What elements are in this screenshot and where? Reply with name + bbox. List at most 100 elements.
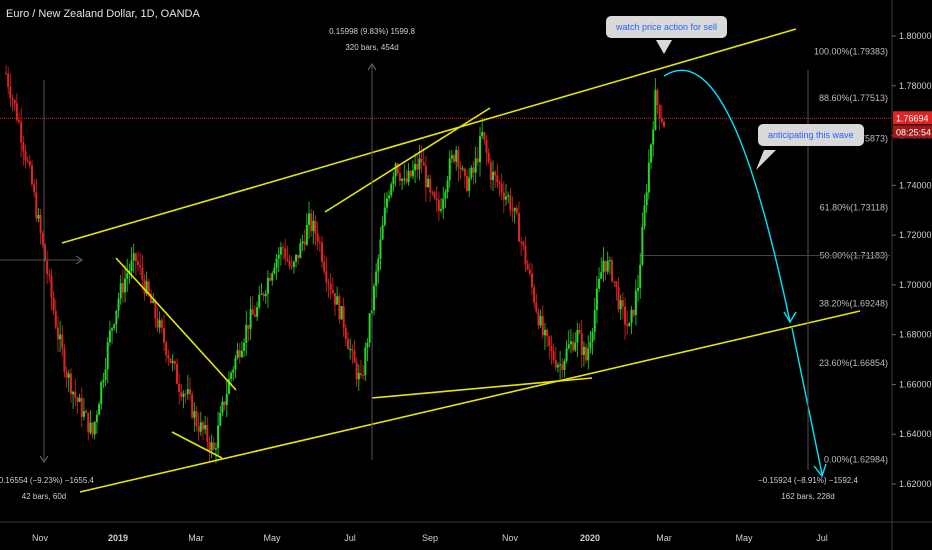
fib-level-label: 38.20%(1.69248) — [819, 299, 888, 309]
candle-body — [167, 355, 170, 359]
candle-body — [582, 346, 585, 356]
candle-body — [621, 300, 624, 307]
candle-body — [225, 393, 228, 406]
candle-body — [171, 360, 174, 363]
candle-body — [615, 281, 618, 288]
candle-body — [457, 150, 460, 168]
candle-body — [448, 158, 451, 181]
candle-body — [650, 144, 653, 163]
candle-body — [509, 195, 512, 211]
candle-body — [158, 320, 161, 328]
candle-body — [405, 178, 408, 183]
candle-body — [325, 271, 328, 283]
candle-body — [446, 180, 449, 193]
candle-body — [247, 325, 250, 329]
candle-body — [336, 296, 339, 305]
candle-body — [492, 171, 495, 181]
candle-body — [489, 162, 492, 181]
candle-body — [546, 329, 549, 337]
candle-body — [139, 265, 142, 268]
candle-body — [108, 330, 111, 343]
candle-body — [275, 258, 278, 268]
candle-body — [359, 373, 362, 376]
candle-body — [28, 161, 31, 166]
candle-body — [517, 213, 520, 242]
candle-body — [427, 178, 430, 188]
candle-body — [474, 158, 477, 173]
last-price-label: 1.76694 — [896, 113, 929, 123]
callout-wave-tail — [756, 150, 776, 170]
countdown-badge — [893, 125, 932, 139]
candle-body — [249, 309, 252, 329]
candle-body — [56, 327, 59, 340]
candle-body — [331, 290, 334, 294]
candle-body — [17, 120, 20, 122]
candle-body — [314, 220, 317, 234]
candle-body — [30, 165, 33, 185]
candle-body — [321, 242, 324, 262]
candle-body — [63, 348, 66, 373]
candle-body — [409, 170, 412, 177]
candle-body — [69, 373, 72, 395]
wave-drop-line — [791, 327, 823, 475]
candle-body — [550, 346, 553, 351]
candle-body — [366, 342, 369, 348]
candle-body — [563, 360, 566, 370]
candle-body — [539, 316, 542, 326]
candle-body — [585, 346, 588, 361]
candle-body — [624, 306, 627, 325]
candle-body — [80, 397, 83, 417]
candle-body — [256, 307, 259, 317]
candle-body — [632, 309, 635, 316]
candle-body — [617, 287, 620, 310]
candle-body — [362, 375, 365, 377]
candle-body — [528, 269, 531, 274]
candle-body — [297, 254, 300, 259]
candle-body — [392, 176, 395, 185]
candle-body — [543, 329, 546, 336]
candle-body — [67, 373, 70, 378]
x-tick-label: 2020 — [580, 533, 600, 543]
candle-body — [150, 293, 153, 304]
candle-body — [522, 241, 525, 246]
candle-body — [611, 260, 614, 281]
candle-body — [269, 278, 272, 281]
candle-body — [106, 342, 109, 370]
candle-body — [303, 241, 306, 245]
candle-body — [647, 162, 650, 193]
candle-body — [173, 360, 176, 365]
candle-body — [411, 170, 414, 177]
candle-body — [305, 224, 308, 245]
x-tick-label: Sep — [422, 533, 438, 543]
candle-body — [126, 273, 129, 279]
candle-body — [121, 283, 124, 293]
candle-body — [169, 358, 172, 363]
candle-body — [178, 383, 181, 392]
candle-body — [89, 422, 92, 433]
candle-body — [433, 192, 436, 199]
y-tick-label: 1.72000 — [899, 230, 932, 240]
candle-body — [212, 442, 215, 450]
candle-body — [476, 158, 479, 163]
candle-body — [290, 266, 293, 268]
candle-body — [76, 397, 79, 402]
candle-body — [266, 278, 269, 294]
candle-body — [132, 253, 135, 261]
candle-body — [602, 260, 605, 273]
candle-body — [284, 248, 287, 259]
candle-body — [264, 293, 267, 297]
candle-body — [390, 184, 393, 196]
candle-body — [535, 302, 538, 312]
candle-body — [338, 296, 341, 320]
candle-body — [580, 333, 583, 356]
wave-arrowhead-1 — [783, 311, 797, 324]
candle-body — [394, 163, 397, 177]
candle-body — [240, 350, 243, 358]
candle-body — [468, 177, 471, 191]
candle-body — [351, 348, 354, 351]
candle-body — [608, 260, 611, 262]
candle-body — [660, 118, 663, 122]
candle-body — [130, 260, 133, 272]
candle-body — [13, 99, 16, 104]
